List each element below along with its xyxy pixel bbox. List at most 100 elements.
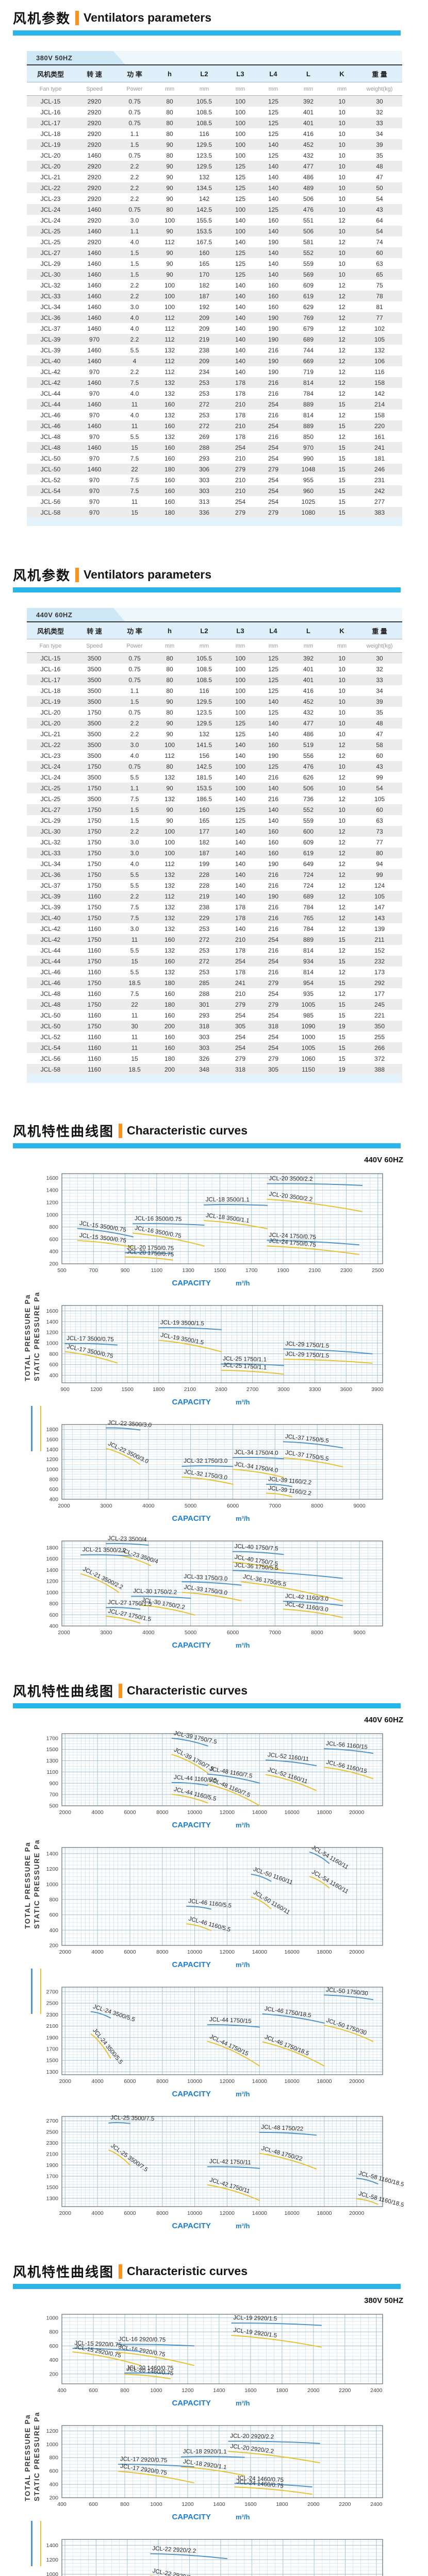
cell: 254 xyxy=(224,442,257,453)
table-row: JCL-52 1160 11 160 303 254 254 1000 15 255 xyxy=(27,1031,402,1042)
y-tick-label: 1600 xyxy=(46,1437,59,1443)
cell: 100 xyxy=(224,139,257,150)
capacity-unit-label: m³/h xyxy=(236,1961,250,1969)
cell: 10 xyxy=(327,728,357,739)
cell: 486 xyxy=(290,172,327,182)
heading-english: Characteristic curves xyxy=(127,1684,248,1697)
y-tick-label: 800 xyxy=(49,1896,58,1903)
total-pressure-curve xyxy=(105,1543,149,1546)
cell: 254 xyxy=(224,956,257,967)
cell: 129.5 xyxy=(185,718,224,728)
x-tick-label: 1800 xyxy=(153,1386,165,1393)
x-tick-label: 2700 xyxy=(246,1386,259,1393)
cell: 80 xyxy=(155,707,185,718)
cell: 1.1 xyxy=(114,226,155,236)
cell: 12 xyxy=(327,280,357,291)
cell: 132 xyxy=(155,793,185,804)
cell: 234 xyxy=(185,366,224,377)
x-tick-label: 1900 xyxy=(277,1267,289,1274)
cell: JCL-20 xyxy=(27,161,74,172)
column-header: L4 xyxy=(257,64,290,82)
cell: 140 xyxy=(224,280,257,291)
cell: 160 xyxy=(257,280,290,291)
x-tick-label: 12000 xyxy=(220,2078,235,2084)
cell: 5.5 xyxy=(114,772,155,783)
cell: 10 xyxy=(327,172,357,182)
cell: 165 xyxy=(185,815,224,826)
x-tick-label: 1000 xyxy=(150,2501,162,2507)
cell: 246 xyxy=(357,464,402,474)
curve-label: JCL-16 2920/0.75 xyxy=(119,2336,166,2344)
cell: 266 xyxy=(357,1042,402,1053)
cell: 132 xyxy=(357,345,402,355)
cell: 293 xyxy=(185,453,224,464)
cell: 160 xyxy=(257,215,290,226)
cell: 140 xyxy=(224,858,257,869)
cell: 10 xyxy=(327,128,357,139)
column-header: L4 xyxy=(257,621,290,639)
table-row: JCL-17 3500 0.75 80 108.5 100 125 401 10 33 xyxy=(27,674,402,685)
cell: 970 xyxy=(290,442,327,453)
cell: 970 xyxy=(74,334,114,345)
cell: 190 xyxy=(257,323,290,334)
cell: 12 xyxy=(327,388,357,399)
cell: 140 xyxy=(224,880,257,891)
cell: 210 xyxy=(224,399,257,410)
grid xyxy=(61,1174,383,1264)
table-row: JCL-29 1460 1.5 90 165 125 140 559 10 63 xyxy=(27,258,402,269)
cell: 814 xyxy=(290,410,327,420)
cell: 140 xyxy=(257,139,290,150)
total-pressure-curve xyxy=(132,1223,205,1226)
cell: 0.75 xyxy=(114,674,155,685)
table-row: JCL-19 3500 1.5 90 129.5 100 140 452 10 39 xyxy=(27,696,402,707)
capacity-unit-label: m³/h xyxy=(236,1515,250,1522)
cell: 3500 xyxy=(74,718,114,728)
cell: 10 xyxy=(327,150,357,161)
cell: JCL-20 xyxy=(27,718,74,728)
cell: 100 xyxy=(224,761,257,772)
table-row: JCL-40 1460 4 112 209 140 190 669 12 106 xyxy=(27,355,402,366)
cell: 255 xyxy=(357,1031,402,1042)
cell: 1460 xyxy=(74,420,114,431)
cell: 15 xyxy=(114,442,155,453)
plot-border xyxy=(61,2116,383,2207)
cell: 432 xyxy=(290,150,327,161)
curve-label: JCL-44 1750/15 xyxy=(209,2016,252,2025)
voltage-tab: 440V 60HZ xyxy=(27,608,125,621)
cell: 112 xyxy=(155,891,185,902)
curve-label: JCL-17 2920/0.75 xyxy=(120,2456,168,2464)
cell: 10 xyxy=(327,182,357,193)
cell: 1460 xyxy=(74,301,114,312)
cell: 306 xyxy=(185,464,224,474)
curve-label: JCL-20 2920/2.2 xyxy=(230,2433,274,2441)
cell: 228 xyxy=(185,869,224,880)
cell: 140 xyxy=(224,772,257,783)
cell: 254 xyxy=(224,1031,257,1042)
cell: 140 xyxy=(257,161,290,172)
cell: 48 xyxy=(357,718,402,728)
cell: 142 xyxy=(185,193,224,204)
cell: 54 xyxy=(357,226,402,236)
cell: 0.75 xyxy=(114,150,155,161)
cell: 15 xyxy=(327,496,357,507)
total-pressure-axis-label: TOTAL PRESSURE Pa xyxy=(24,1294,31,1381)
cell: 190 xyxy=(257,236,290,247)
column-unit: Power xyxy=(114,639,155,653)
y-tick-label: 1800 xyxy=(46,1545,59,1551)
static-pressure-curve xyxy=(80,1573,120,1593)
cell: 12 xyxy=(327,366,357,377)
total-pressure-curve xyxy=(283,1348,373,1354)
table-row: JCL-19 2920 1.5 90 129.5 100 140 452 10 39 xyxy=(27,139,402,150)
curve-label: JCL-34 1750/4.0 xyxy=(234,1449,278,1456)
cell: 106 xyxy=(357,355,402,366)
x-tick-label: 4000 xyxy=(91,1949,104,1955)
cell: 219 xyxy=(185,891,224,902)
cell: 970 xyxy=(74,431,114,442)
table-wrap: 440V 60HZ 风机类型转 速功 率 h L2 L3 L4 L K 重 量 Fan type… xyxy=(27,608,402,1083)
x-tick-label: 1800 xyxy=(276,2501,288,2507)
cell: 90 xyxy=(155,728,185,739)
cell: 180 xyxy=(155,464,185,474)
y-tick-label: 1400 xyxy=(46,1319,59,1325)
cell: 30 xyxy=(114,1021,155,1031)
cell: 934 xyxy=(290,956,327,967)
